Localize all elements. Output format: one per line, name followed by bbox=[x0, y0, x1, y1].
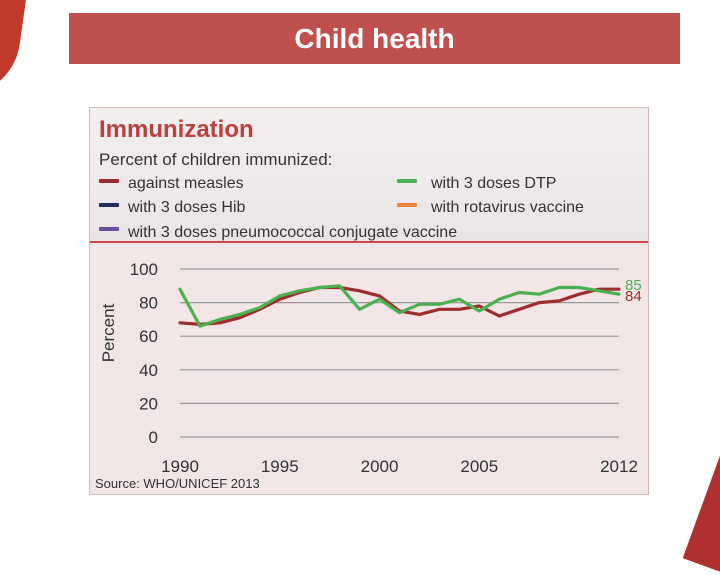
y-tick-label-60: 60 bbox=[139, 327, 158, 346]
series-line-dtp bbox=[178, 284, 621, 328]
slide-title: Child health bbox=[69, 13, 680, 64]
y-tick-label-80: 80 bbox=[139, 294, 158, 313]
legend-swatch-dtp bbox=[397, 179, 417, 183]
legend-swatch-measles bbox=[99, 179, 119, 183]
x-tick-label-2005: 2005 bbox=[460, 457, 498, 476]
series-lines bbox=[178, 284, 621, 328]
legend-label-dtp: with 3 doses DTP bbox=[431, 175, 557, 192]
decorative-corner-top-left bbox=[0, 0, 29, 104]
end-label-measles: 84 bbox=[625, 288, 642, 305]
chart-title: Immunization bbox=[99, 116, 254, 143]
decorative-corner-bottom-right bbox=[682, 454, 720, 575]
x-tick-label-1990: 1990 bbox=[161, 457, 199, 476]
y-axis-label: Percent bbox=[99, 303, 118, 362]
series-line-measles bbox=[178, 285, 621, 327]
legend-swatch-pneumococcal bbox=[99, 227, 119, 231]
x-tick-label-1995: 1995 bbox=[261, 457, 299, 476]
legend-label-hib: with 3 doses Hib bbox=[128, 199, 246, 216]
gridlines bbox=[180, 268, 619, 438]
end-label-dtp: 85 bbox=[625, 277, 642, 294]
x-tick-label-2000: 2000 bbox=[361, 457, 399, 476]
plot-area: 0 20 40 60 80 100 1990 1995 2000 2005 2012 84 85 P… bbox=[90, 243, 648, 494]
chart-legend-panel: Immunization Percent of children immuniz… bbox=[90, 108, 648, 243]
legend-swatch-rotavirus bbox=[397, 203, 417, 207]
legend-label-rotavirus: with rotavirus vaccine bbox=[431, 199, 584, 216]
chart-subtitle: Percent of children immunized: bbox=[99, 150, 333, 169]
chart-source: Source: WHO/UNICEF 2013 bbox=[95, 476, 260, 491]
legend-label-pneumococcal: with 3 doses pneumococcal conjugate vacc… bbox=[128, 224, 458, 241]
y-axis: 0 20 40 60 80 100 bbox=[130, 260, 158, 447]
slide-title-text: Child health bbox=[294, 22, 455, 54]
immunization-figure: Immunization Percent of children immuniz… bbox=[89, 107, 649, 495]
x-axis: 1990 1995 2000 2005 2012 bbox=[161, 457, 638, 476]
y-tick-label-0: 0 bbox=[149, 428, 158, 447]
legend-label-measles: against measles bbox=[128, 175, 244, 192]
legend-swatch-hib bbox=[99, 203, 119, 207]
y-tick-label-40: 40 bbox=[139, 361, 158, 380]
x-tick-label-2012: 2012 bbox=[600, 457, 638, 476]
y-tick-label-20: 20 bbox=[139, 394, 158, 413]
y-tick-label-100: 100 bbox=[130, 260, 158, 279]
